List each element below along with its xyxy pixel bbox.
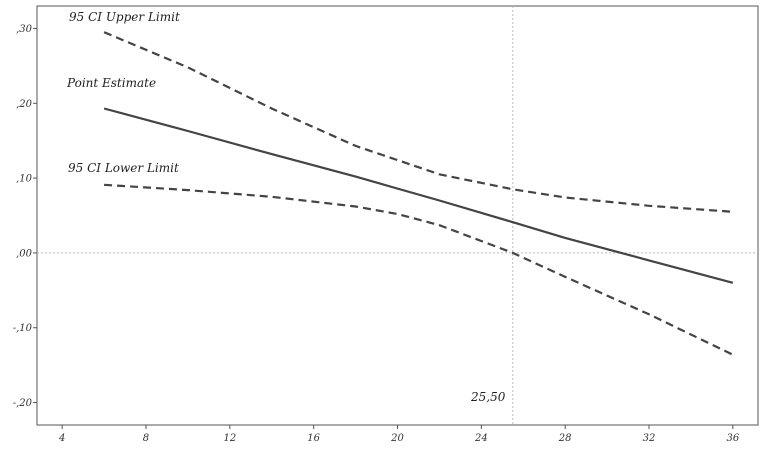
x-tick-label: 24 [474, 433, 488, 444]
point-estimate-label: Point Estimate [66, 76, 156, 90]
x-tick-label: 16 [307, 433, 320, 444]
x-tick-label: 32 [643, 433, 656, 444]
y-tick-label: ,10 [16, 174, 33, 185]
y-tick-label: ,30 [16, 24, 33, 35]
y-tick-label: -,10 [13, 323, 33, 334]
x-tick-label: 12 [223, 433, 236, 444]
x-tick-label: 36 [726, 433, 739, 444]
y-tick-label: -,20 [13, 398, 33, 409]
y-axis: ,30 ,20 ,10 ,00 -,10 -,20 [13, 24, 37, 409]
series-line-95-ci-upper-limit [103, 31, 733, 213]
reference-lines [37, 6, 758, 425]
crossing-value-label: 25,50 [470, 390, 506, 404]
series-layer [103, 31, 734, 356]
series-line-point-estimate [103, 107, 734, 284]
x-axis: 4 8 12 16 20 24 28 32 36 [58, 425, 740, 444]
plot-frame [36, 5, 759, 426]
x-tick-label: 28 [558, 433, 572, 444]
y-tick-label: ,20 [16, 99, 33, 110]
x-tick-label: 4 [58, 433, 65, 444]
y-tick-label: ,00 [16, 248, 33, 259]
x-tick-label: 8 [143, 433, 149, 444]
series-line-95-ci-lower-limit [104, 183, 734, 356]
lower-limit-label: 95 CI Lower Limit [68, 161, 179, 175]
x-tick-label: 20 [390, 433, 404, 444]
upper-limit-label: 95 CI Upper Limit [69, 10, 180, 24]
